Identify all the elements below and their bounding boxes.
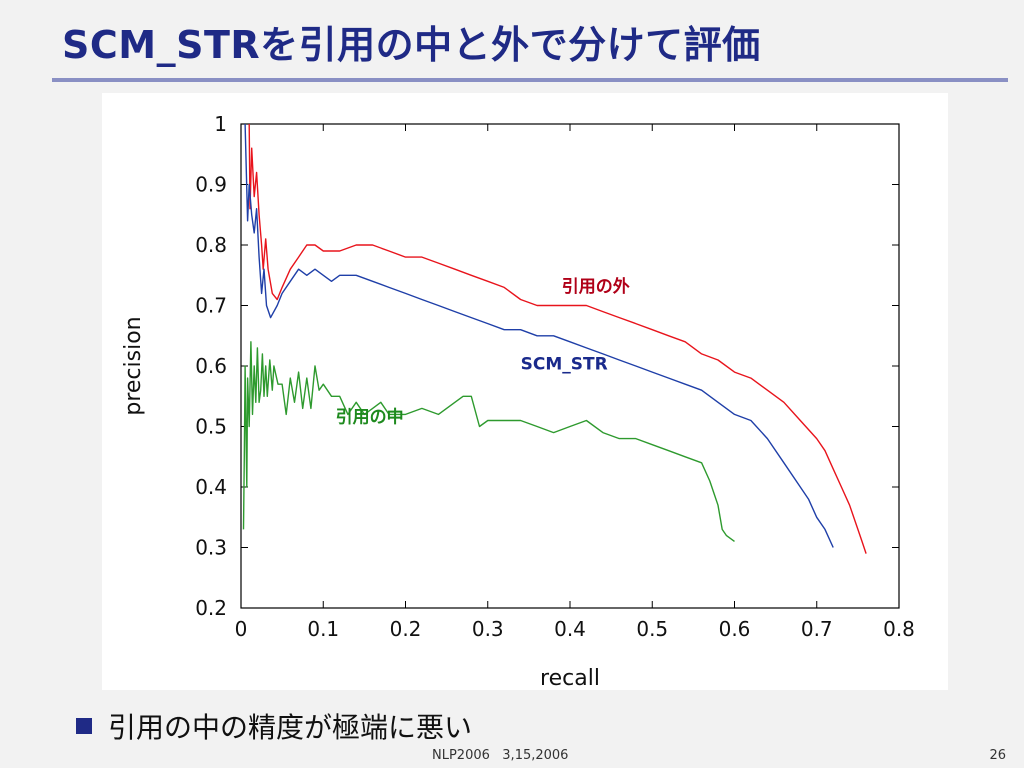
series-annotation-3: 引用の中 (336, 406, 404, 427)
y-tick-label: 1 (214, 112, 227, 136)
x-tick-label: 0.8 (883, 617, 915, 641)
y-tick-label: 0.7 (195, 294, 227, 318)
y-tick-label: 0.6 (195, 354, 227, 378)
x-tick-label: 0.6 (719, 617, 751, 641)
bullet-square-icon (76, 718, 92, 734)
title-divider (52, 78, 1008, 82)
y-tick-label: 0.2 (195, 596, 227, 620)
series-line-2 (245, 124, 833, 548)
y-axis-label: precision (121, 316, 146, 415)
x-tick-label: 0.2 (390, 617, 422, 641)
series-annotation-2: SCM_STR (521, 355, 608, 375)
x-tick-label: 0.7 (801, 617, 833, 641)
axis-ticks: 0 0.1 0.2 0.3 0.4 0.5 0.6 0.7 0.8 0.2 0.3 0.4 0.5 0.6… (195, 112, 915, 641)
x-tick-label: 0 (235, 617, 248, 641)
precision-recall-chart: 0 0.1 0.2 0.3 0.4 0.5 0.6 0.7 0.8 0.2 0.3 0.4 0.5 0.6… (102, 93, 948, 690)
bullet-text: 引用の中の精度が極端に悪い (108, 706, 472, 746)
x-axis-label: recall (540, 666, 600, 690)
slide-title: SCM_STRを引用の中と外で分けて評価 (62, 14, 761, 69)
chart-panel: 0 0.1 0.2 0.3 0.4 0.5 0.6 0.7 0.8 0.2 0.3 0.4 0.5 0.6… (102, 93, 948, 690)
x-tick-label: 0.3 (472, 617, 504, 641)
x-tick-label: 0.4 (554, 617, 586, 641)
annotations-layer: 引用の外 SCM_STR 引用の中 (336, 276, 630, 427)
y-tick-label: 0.5 (195, 415, 227, 439)
y-tick-label: 0.8 (195, 233, 227, 257)
y-tick-label: 0.3 (195, 536, 227, 560)
series-annotation-1: 引用の外 (562, 276, 630, 297)
series-line-3 (244, 342, 735, 542)
series-layer (244, 124, 867, 554)
bullet-point: 引用の中の精度が極端に悪い (76, 706, 472, 746)
y-tick-label: 0.4 (195, 475, 227, 499)
y-tick-label: 0.9 (195, 173, 227, 197)
x-tick-label: 0.1 (307, 617, 339, 641)
series-line-1 (249, 124, 866, 554)
x-tick-label: 0.5 (636, 617, 668, 641)
footer-text: NLP2006 3,15,2006 (432, 748, 568, 763)
page-number: 26 (989, 748, 1006, 763)
